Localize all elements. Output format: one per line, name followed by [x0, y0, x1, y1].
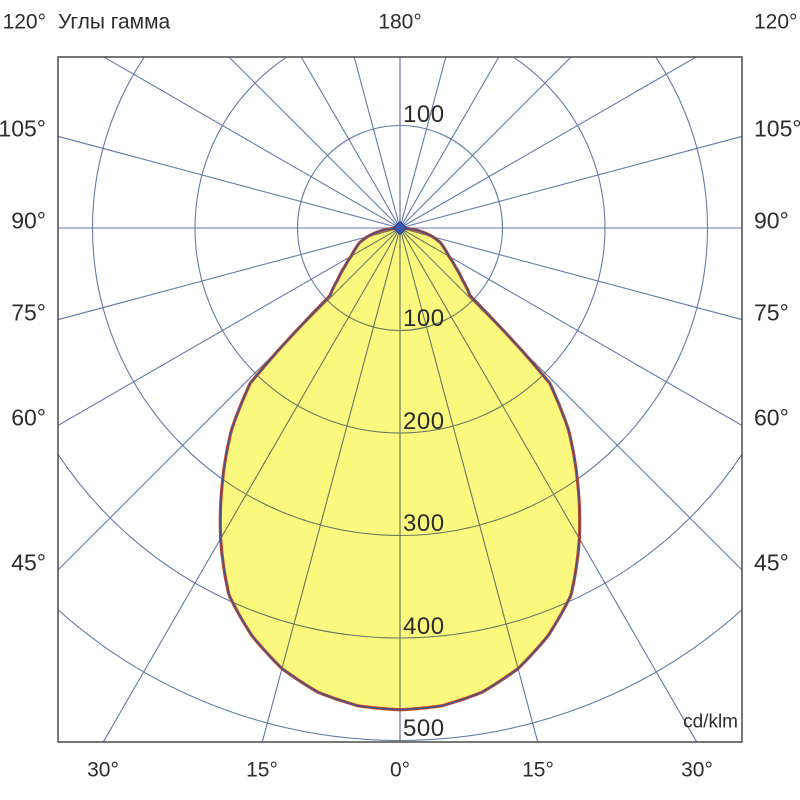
intensity-curve-outline-navy	[219, 227, 581, 711]
gamma-angle-label-left-90: 90°	[11, 207, 46, 234]
gamma-angle-label-left-60: 60°	[11, 404, 46, 431]
grid-radial-line-300	[58, 227, 401, 427]
grid-radial-line-210	[300, 57, 401, 229]
gamma-angle-label-right-45: 45°	[754, 549, 789, 576]
radius-value-label-300-below: 300	[403, 510, 445, 537]
grid-radial-line-30	[399, 228, 580, 710]
grid-radial-line-225	[228, 57, 401, 229]
grid-radial-line-285	[58, 227, 401, 321]
gamma-angle-label-bottom--15: 15°	[246, 758, 278, 782]
grid-radial-line-165	[399, 57, 447, 229]
grid-radial-line-195	[353, 57, 401, 229]
gamma-angle-label-left-75: 75°	[11, 299, 46, 326]
grid-radial-line-255	[58, 135, 401, 229]
grid-radial-line-330	[220, 228, 401, 710]
grid-radial-line-135	[399, 57, 572, 229]
radius-value-label-400-below: 400	[403, 613, 445, 640]
gamma-angle-label-right-105: 105°	[754, 115, 800, 142]
grid-radial-line-120	[399, 57, 698, 229]
grid-radial-line-150	[399, 57, 500, 229]
gamma-angle-label-right-90: 90°	[754, 207, 789, 234]
gamma-angle-label-left-45: 45°	[11, 549, 46, 576]
gamma-angle-label-left-105: 105°	[0, 115, 46, 142]
diagram-title: Углы гамма	[58, 10, 171, 34]
grid-radial-line-15	[399, 228, 580, 710]
gamma-angle-label-top-right: 120°	[754, 10, 798, 34]
grid-radial-line-345	[220, 228, 401, 710]
gamma-angle-label-bottom-15: 15°	[522, 758, 554, 782]
radius-value-label-100-below: 100	[403, 305, 445, 332]
plot-border	[57, 56, 743, 743]
gamma-angle-label-top-center: 180°	[378, 10, 422, 34]
center-marker	[392, 220, 408, 236]
radius-value-label-500-below: 500	[403, 715, 445, 742]
gamma-angle-label-right-75: 75°	[754, 299, 789, 326]
radius-value-label-100-above: 100	[403, 101, 445, 128]
grid-radial-line-105	[399, 135, 742, 229]
grid-radial-line-60	[399, 227, 742, 427]
gamma-angle-label-right-60: 60°	[754, 404, 789, 431]
gamma-angle-label-bottom-0: 0°	[389, 758, 411, 782]
radius-value-label-200-below: 200	[403, 408, 445, 435]
unit-label: cd/klm	[683, 711, 738, 733]
gamma-angle-label-bottom-30: 30°	[681, 758, 713, 782]
grid-radial-line-75	[399, 227, 742, 321]
grid-radial-line-240	[102, 57, 401, 229]
gamma-angle-label-top-left: 120°	[2, 10, 46, 34]
gamma-angle-label-bottom--30: 30°	[87, 758, 119, 782]
